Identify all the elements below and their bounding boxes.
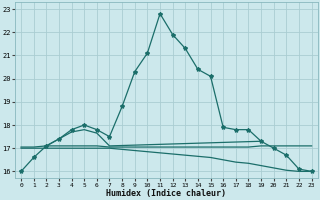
X-axis label: Humidex (Indice chaleur): Humidex (Indice chaleur)	[106, 189, 226, 198]
